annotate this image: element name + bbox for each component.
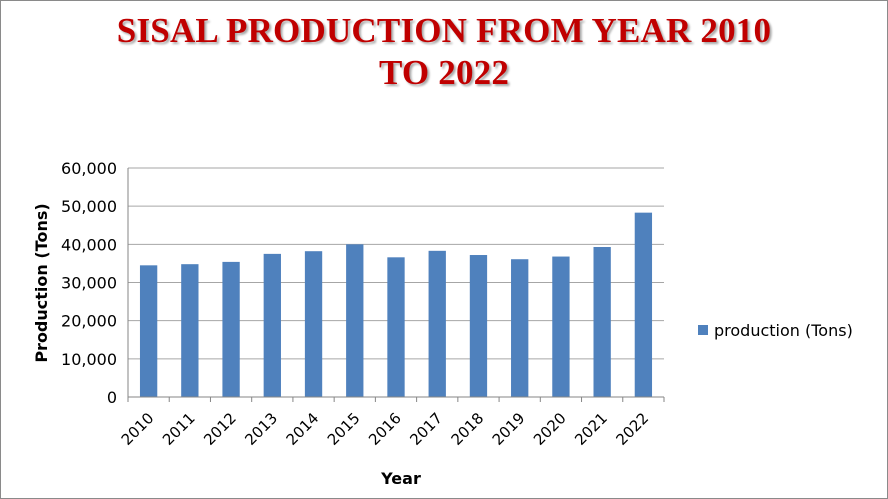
x-tick-labels: 2010 2011 2012 2013 2014 2015 2016 2017 2018 2019…	[118, 409, 652, 449]
bar	[469, 255, 488, 397]
y-tick-label: 40,000	[61, 235, 117, 254]
chart-title-line-2: TO 2022	[378, 53, 510, 92]
bar	[304, 251, 323, 397]
x-tick-label: 2019	[489, 409, 529, 449]
x-tick-label: 2021	[571, 409, 611, 449]
x-tick-label: 2012	[200, 409, 240, 449]
bar	[552, 256, 570, 397]
bar	[593, 247, 611, 397]
bar	[346, 244, 364, 397]
chart-title-line-1: SISAL PRODUCTION FROM YEAR 2010	[116, 11, 772, 50]
y-tick-labels: 0 10,000 20,000 30,000 40,000 50,000 60,000	[61, 159, 117, 407]
bar	[428, 250, 446, 397]
legend-label: production (Tons)	[714, 321, 853, 340]
bar	[511, 259, 529, 397]
bar	[263, 253, 281, 397]
bar	[181, 264, 199, 397]
x-tick-label: 2016	[365, 409, 405, 449]
x-tick-label: 2010	[118, 409, 158, 449]
y-tick-label: 0	[107, 388, 117, 407]
x-tick-label: 2018	[448, 409, 488, 449]
y-tick-label: 50,000	[61, 197, 117, 216]
y-tick-label: 30,000	[61, 274, 117, 293]
y-axis-title: Production (Tons)	[32, 203, 51, 362]
bar	[387, 257, 405, 397]
bar	[634, 212, 653, 397]
x-axis-title: Year	[380, 469, 421, 488]
bars	[139, 212, 653, 397]
x-tick-label: 2015	[324, 409, 364, 449]
x-tick-label: 2013	[241, 409, 281, 449]
y-tick-label: 60,000	[61, 159, 117, 178]
axes	[127, 168, 665, 402]
x-tick-label: 2022	[612, 409, 652, 449]
bar	[139, 265, 158, 397]
x-tick-label: 2014	[283, 409, 323, 449]
legend-swatch	[698, 325, 708, 335]
legend: production (Tons)	[698, 321, 853, 340]
y-tick-label: 10,000	[61, 350, 117, 369]
x-tick-label: 2020	[530, 409, 570, 449]
bar	[222, 261, 240, 397]
x-tick-label: 2017	[406, 409, 446, 449]
x-tick-label: 2011	[159, 409, 199, 449]
y-tick-label: 20,000	[61, 312, 117, 331]
